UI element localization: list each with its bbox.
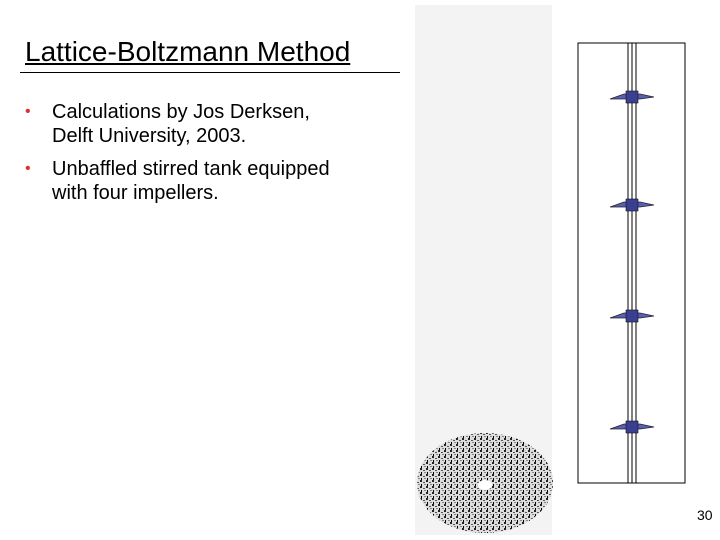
bullet-line: Delft University, 2003. [52,125,247,147]
bullet: • Unbaffled stirred tank equipped with fou… [25,157,330,205]
impeller [609,420,655,434]
bullet-list: • Calculations by Jos Derksen, Delft Unive… [25,100,330,214]
impeller [609,309,655,323]
impeller [609,198,655,212]
bullet: • Calculations by Jos Derksen, Delft Unive… [25,100,330,148]
bullet-marker: • [25,160,31,177]
slide-title: Lattice-Boltzmann Method [25,36,351,67]
bullet-marker: • [25,103,31,120]
title-rule [20,72,400,73]
page-number: 30 [697,507,713,523]
cross-section-hub [478,480,492,490]
bullet-line: Calculations by Jos Derksen, [52,101,310,123]
bullet-line: Unbaffled stirred tank equipped [52,158,330,180]
impellers [609,90,655,434]
impeller [609,90,655,104]
bullet-line: with four impellers. [52,182,219,204]
